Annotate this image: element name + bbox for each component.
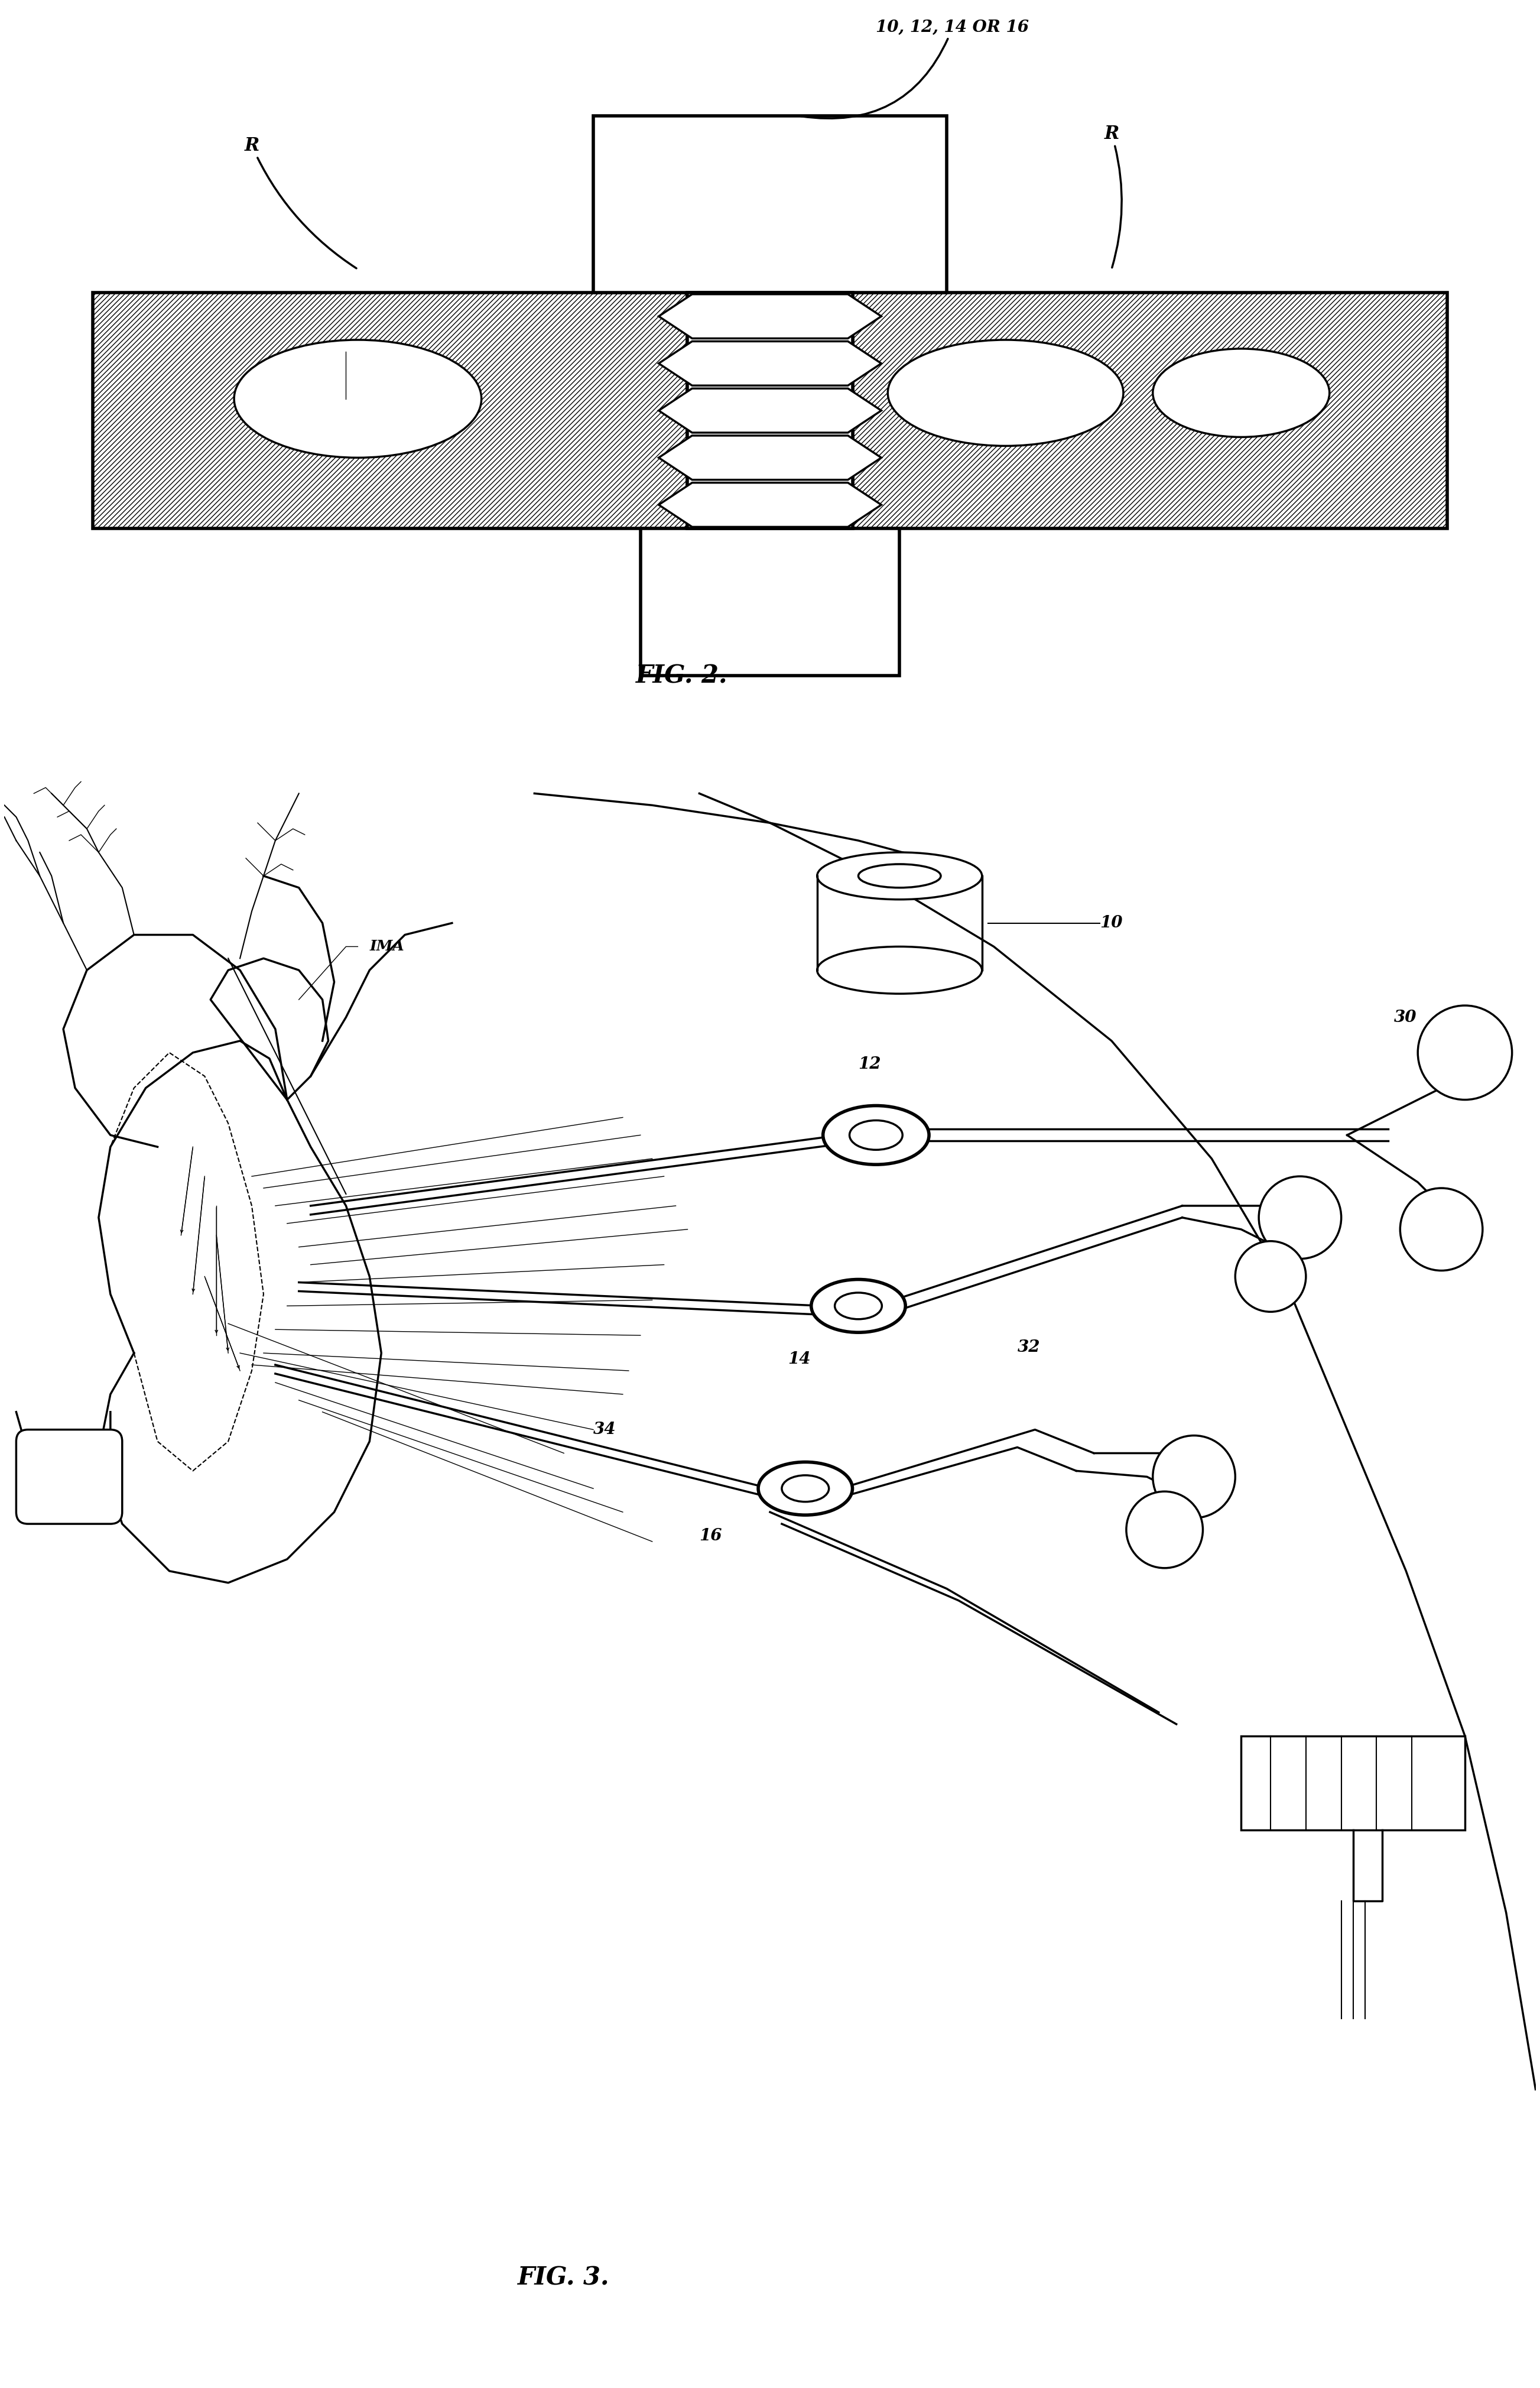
Bar [1241,1736,1465,1829]
Text: R: R [1104,124,1121,267]
Text: 14: 14 [787,1352,810,1366]
Circle shape [1258,1177,1341,1258]
Bar [687,294,853,528]
Bar [593,117,947,294]
Text: IMA: IMA [370,938,405,953]
Ellipse shape [234,339,482,458]
Ellipse shape [782,1476,829,1502]
Polygon shape [659,435,881,480]
Ellipse shape [758,1461,853,1514]
Bar [853,294,1448,528]
Text: 10: 10 [1100,915,1123,931]
Ellipse shape [818,853,983,900]
Polygon shape [659,341,881,384]
Ellipse shape [1153,349,1329,437]
Bar [92,294,687,528]
Circle shape [1126,1492,1203,1569]
Circle shape [1400,1189,1483,1270]
Polygon shape [659,389,881,432]
Polygon shape [659,482,881,528]
Text: 30: 30 [1394,1010,1417,1024]
Bar [641,528,899,676]
Text: 10, 12, 14 OR 16: 10, 12, 14 OR 16 [801,19,1029,119]
Circle shape [1235,1242,1306,1311]
Text: 16: 16 [699,1528,722,1543]
FancyBboxPatch shape [17,1430,122,1524]
Text: 34: 34 [593,1421,616,1438]
Text: FIG. 3.: FIG. 3. [517,2266,610,2290]
Ellipse shape [858,864,941,888]
Ellipse shape [835,1292,882,1318]
Ellipse shape [850,1120,902,1149]
Text: R: R [245,136,356,267]
Bar [92,294,687,528]
Ellipse shape [818,946,983,993]
Ellipse shape [812,1280,906,1333]
Text: 32: 32 [1018,1340,1040,1354]
Ellipse shape [887,339,1123,447]
Circle shape [1418,1005,1512,1101]
Ellipse shape [822,1106,929,1165]
Polygon shape [659,294,881,339]
Circle shape [1153,1435,1235,1519]
Text: FIG. 2.: FIG. 2. [636,664,727,688]
Text: 12: 12 [858,1055,881,1072]
Bar [853,294,1448,528]
